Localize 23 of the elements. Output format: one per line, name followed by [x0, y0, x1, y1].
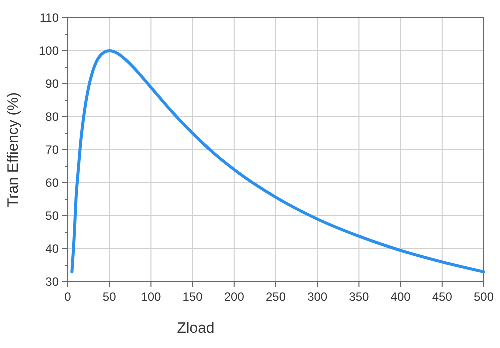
x-tick-label: 350	[349, 290, 370, 304]
y-tick-label: 30	[46, 275, 60, 289]
x-axis-title: Zload	[177, 320, 215, 337]
y-tick-label: 110	[40, 11, 60, 25]
x-tick-label: 500	[474, 290, 494, 304]
y-tick-label: 90	[46, 77, 60, 91]
x-tick-label: 300	[308, 290, 328, 304]
x-tick-label: 200	[224, 290, 245, 304]
x-tick-label: 250	[266, 290, 286, 304]
line-series	[70, 50, 486, 274]
y-tick-label: 100	[38, 44, 60, 58]
x-tick-label: 0	[64, 290, 72, 304]
x-tick-label: 450	[432, 290, 453, 304]
y-axis-title: Tran Effiency (%)	[5, 92, 22, 208]
y-tick-label: 70	[46, 143, 60, 157]
x-tick-label: 150	[182, 290, 204, 304]
y-tick-label: 40	[46, 242, 60, 256]
x-tick-label: 100	[141, 290, 162, 304]
x-tick-label: 50	[102, 290, 117, 304]
y-tick-label: 50	[46, 209, 60, 223]
y-tick-label: 60	[46, 176, 60, 190]
x-tick-label: 400	[390, 290, 412, 304]
y-tick-label: 80	[46, 110, 60, 124]
